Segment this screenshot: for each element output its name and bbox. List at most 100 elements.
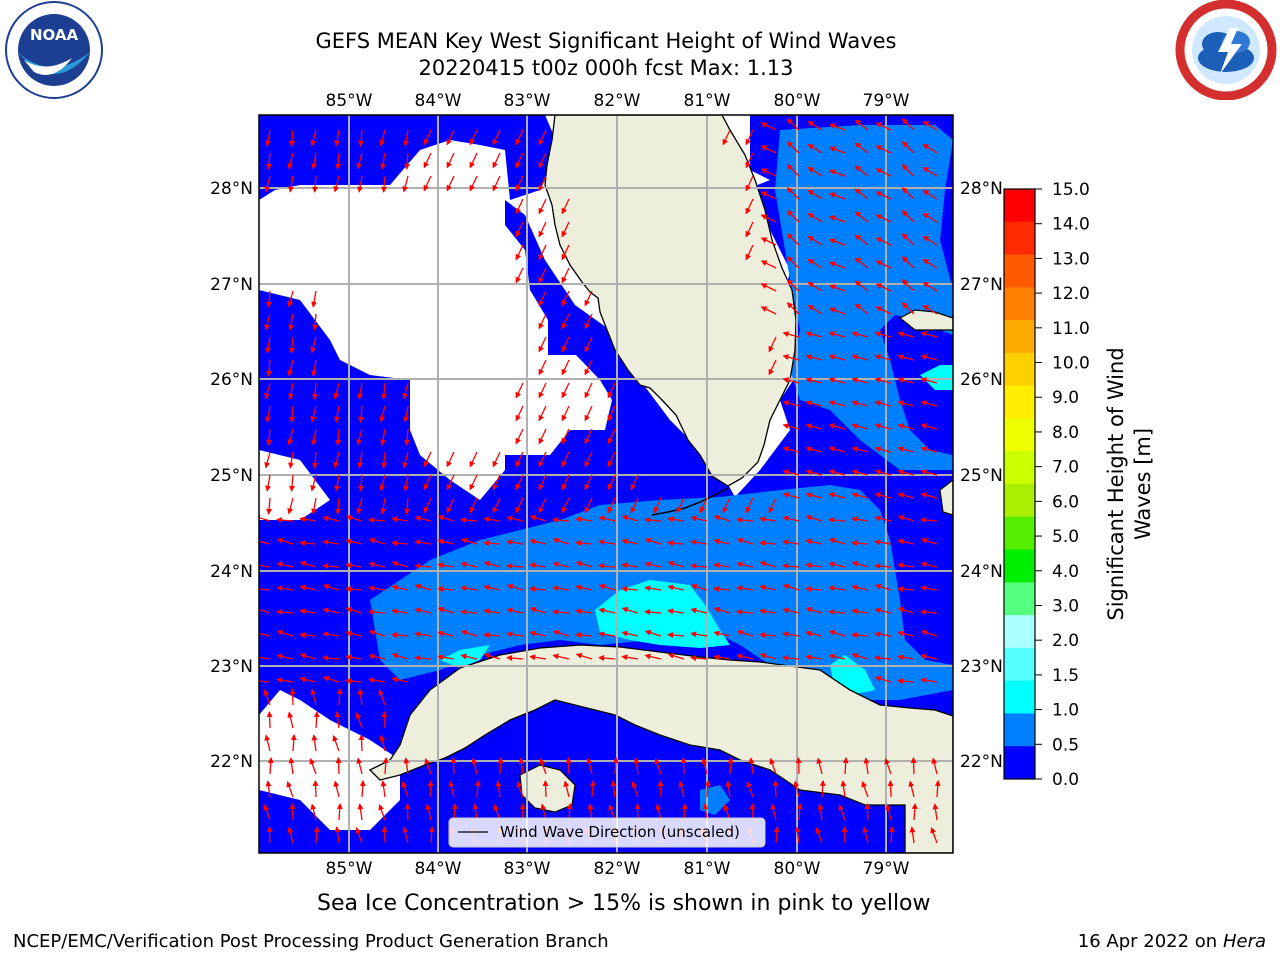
wave-direction-arrow [506,607,524,614]
wave-direction-arrow [414,563,432,570]
wave-direction-arrow [920,561,938,568]
wave-direction-arrow [515,267,524,284]
wave-direction-arrow [598,607,616,614]
wave-direction-arrow [380,428,387,446]
wave-direction-arrow [911,803,918,821]
wave-direction-arrow [460,561,478,568]
wave-direction-arrow [920,469,938,476]
wave-direction-arrow [807,189,823,200]
wave-direction-arrow [460,629,478,637]
wave-direction-arrow [402,451,409,469]
wave-direction-arrow [736,653,754,660]
wave-direction-arrow [311,497,318,515]
wave-direction-arrow [842,757,849,775]
wave-direction-arrow [782,583,800,591]
colorbar-label-line1: Significant Height of Wind [1104,347,1128,620]
wave-direction-arrow [483,584,501,591]
wave-direction-arrow [667,516,685,523]
wave-direction-arrow [565,757,572,775]
colorbar-cell [1004,582,1035,616]
footer-host: Hera [1222,931,1266,952]
wave-direction-arrow [760,260,777,269]
wave-direction-arrow [446,175,455,192]
wave-direction-arrow [828,354,846,361]
wave-direction-arrow [492,152,501,169]
wave-direction-arrow [786,164,800,177]
wave-direction-arrow [538,290,547,307]
chart-subtitle: 20220415 t00z 000h fcst Max: 1.13 [418,56,794,80]
wave-direction-arrow [492,497,501,514]
wave-direction-arrow [515,428,524,445]
wave-direction-arrow [264,451,271,469]
wave-direction-arrow [586,757,593,775]
wave-direction-arrow [760,237,777,246]
wave-direction-arrow [584,359,593,376]
wave-direction-arrow [333,175,340,193]
wave-direction-arrow [378,804,386,821]
wave-direction-arrow [854,257,869,269]
wave-direction-arrow [759,652,777,660]
wave-direction-arrow [875,145,892,154]
map-frame [258,114,954,854]
wave-direction-arrow [713,654,731,661]
wave-direction-arrow [805,538,823,545]
wave-direction-arrow [561,244,570,261]
wave-direction-arrow [469,152,478,169]
wave-direction-arrow [357,382,364,400]
wave-direction-arrow [561,290,570,307]
wave-direction-arrow [276,585,294,592]
wave-direction-arrow [414,583,432,591]
colorbar: 15.0 14.0 13.0 12.0 11.0 10.0 9.0 8.0 7.0 6.0 5.0 4… [1003,180,1155,790]
wave-direction-arrow [483,632,501,639]
wave-direction-arrow [782,492,800,499]
wave-direction-arrow [829,215,846,223]
wave-direction-arrow [909,826,916,844]
wave-direction-arrow [610,780,617,798]
lon-label: 81°W [684,91,731,111]
wave-direction-arrow [805,354,823,361]
wave-direction-arrow [345,514,363,522]
wave-direction-arrow [299,540,317,547]
wave-direction-arrow [265,474,272,492]
wave-direction-arrow [437,654,455,661]
wave-direction-arrow [815,827,823,844]
wave-direction-arrow [474,780,481,798]
wave-direction-arrow [584,382,593,399]
map-legend: Wind Wave Direction (unscaled) [448,817,766,848]
wave-direction-arrow [598,583,616,591]
wave-direction-arrow [538,474,547,491]
wave-direction-arrow [380,152,387,170]
wave-direction-arrow [704,780,711,798]
wave-direction-arrow [584,474,593,491]
colorbar-cell [1004,352,1035,387]
wave-direction-arrow [469,175,478,192]
florida-keys [651,487,729,516]
wave-direction-arrow [598,631,616,638]
wave-direction-arrow [402,382,409,400]
wave-direction-arrow [782,377,800,384]
colorbar-cell [1004,451,1035,485]
wave-direction-arrow [897,586,915,593]
wave-direction-arrow [782,469,800,476]
wave-direction-arrow [851,377,869,384]
wave-direction-arrow [357,175,364,193]
wave-direction-arrow [874,423,892,430]
wave-direction-arrow [667,632,685,639]
wave-direction-arrow [922,258,938,269]
colorbar-tick-label: 14.0 [1052,215,1090,235]
wave-direction-arrow [759,560,777,568]
map-area [259,115,953,853]
wave-direction-arrow [380,497,387,515]
wave-direction-arrow [607,382,616,399]
wave-direction-arrow [621,654,639,661]
wave-direction-arrow [874,515,892,522]
wave-direction-arrow [506,515,524,522]
lat-label: 22°N [210,752,253,772]
wave-direction-arrow [621,606,639,614]
wave-direction-arrow [538,221,547,238]
wave-direction-arrow [897,538,915,545]
wave-direction-arrow [561,198,570,215]
wave-direction-arrow [428,826,435,844]
wave-direction-arrow [561,497,570,514]
